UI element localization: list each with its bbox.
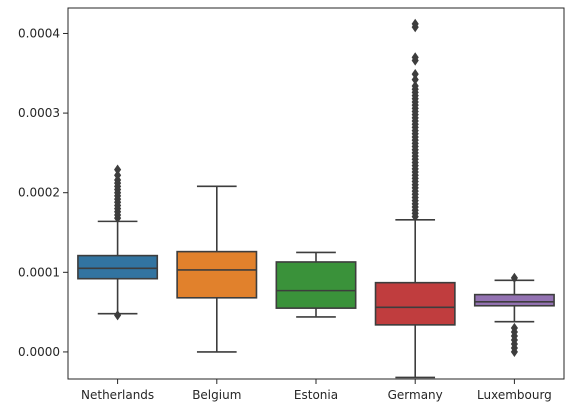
iqr-box — [374, 281, 456, 326]
box-group-netherlands — [77, 164, 159, 321]
outlier-point — [114, 170, 122, 181]
outlier-point — [411, 80, 419, 92]
y-axis: 0.0000 0.0001 0.0002 0.0003 0.0004 — [18, 26, 68, 359]
iqr-box — [77, 254, 159, 280]
y-tick-label: 0.0004 — [18, 26, 60, 40]
iqr-box — [176, 250, 258, 299]
plot-area — [77, 18, 555, 379]
y-tick-label: 0.0003 — [18, 106, 60, 120]
y-tick-label: 0.0000 — [18, 345, 60, 359]
outlier-point — [114, 310, 122, 321]
box-group-estonia — [275, 251, 357, 318]
x-tick-label: Estonia — [294, 388, 338, 402]
box-group-germany — [374, 18, 456, 379]
x-tick-label: Luxembourg — [477, 388, 552, 402]
box-group-belgium — [176, 185, 258, 353]
iqr-box — [275, 261, 357, 309]
y-tick-label: 0.0002 — [18, 186, 60, 200]
x-tick-label: Germany — [388, 388, 443, 402]
iqr-box — [473, 293, 555, 307]
outlier-point — [411, 68, 419, 80]
x-tick-label: Belgium — [192, 388, 241, 402]
outlier-point — [411, 52, 419, 63]
outlier-point — [411, 74, 419, 85]
x-tick-label: Netherlands — [81, 388, 154, 402]
outlier-point — [510, 272, 518, 284]
outlier-point — [411, 18, 419, 30]
outlier-point — [114, 164, 122, 175]
y-tick-label: 0.0001 — [18, 265, 60, 279]
box-group-luxembourg — [473, 272, 555, 358]
outlier-point — [510, 322, 518, 334]
x-axis: Netherlands Belgium Estonia Germany Luxembou… — [81, 379, 552, 402]
